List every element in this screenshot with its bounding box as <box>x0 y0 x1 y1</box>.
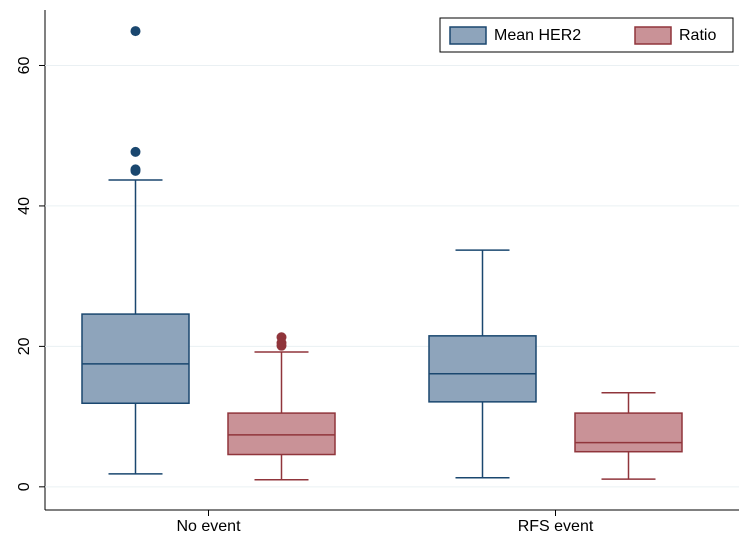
outlier <box>130 146 141 157</box>
x-tick-label: No event <box>176 518 241 535</box>
legend <box>439 17 734 53</box>
legend-swatch <box>634 26 672 45</box>
y-tick-label: 60 <box>16 56 33 74</box>
legend-label: Ratio <box>679 27 716 44</box>
outlier <box>130 26 141 37</box>
outlier <box>130 165 141 176</box>
box <box>428 335 537 403</box>
y-tick-label: 40 <box>16 197 33 215</box>
box <box>227 412 336 456</box>
legend-swatch <box>449 26 487 45</box>
box <box>574 412 683 453</box>
outlier <box>276 340 287 351</box>
y-tick-label: 0 <box>16 482 33 491</box>
box <box>81 313 190 405</box>
x-tick-label: RFS event <box>518 518 594 535</box>
legend-label: Mean HER2 <box>494 27 581 44</box>
y-tick-label: 20 <box>16 337 33 355</box>
